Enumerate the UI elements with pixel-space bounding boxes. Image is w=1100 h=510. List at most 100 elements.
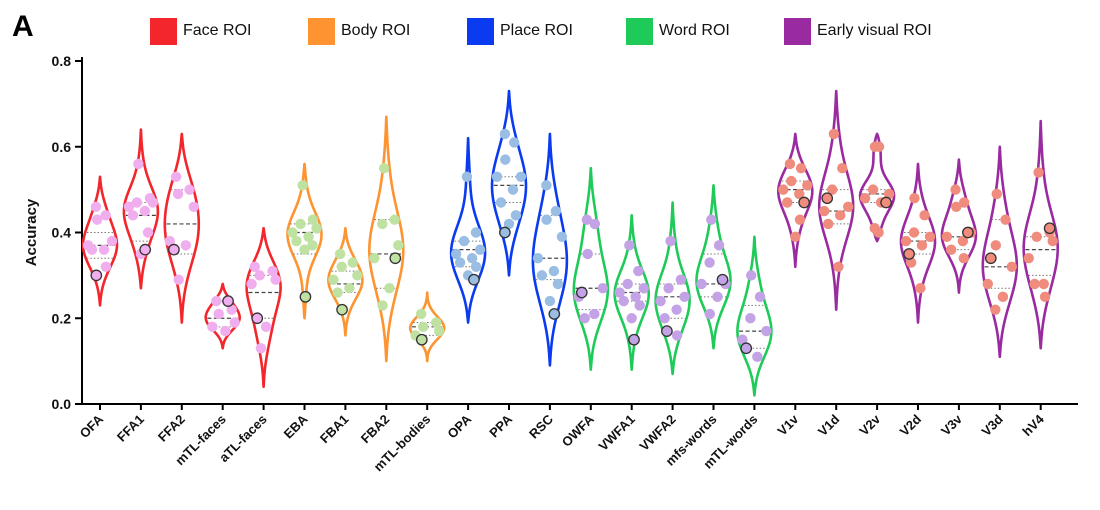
highlighted-point [468, 273, 480, 286]
data-point [990, 240, 1001, 251]
data-point [794, 214, 806, 225]
data-point [823, 218, 834, 230]
data-point [249, 261, 260, 272]
violin-outline [695, 184, 732, 350]
x-tick-label-ffa1: FFA1 [114, 412, 147, 445]
legend-swatch-word [626, 17, 653, 45]
data-point [461, 171, 473, 182]
highlighted-point [499, 226, 511, 239]
x-tick-label-opa: OPA [444, 411, 474, 441]
legend-label-place: Place ROI [500, 22, 573, 39]
data-point [997, 291, 1009, 303]
highlighted-point [548, 308, 561, 320]
y-axis-label: Accuracy [23, 198, 40, 266]
data-point [415, 308, 427, 320]
data-point [883, 188, 895, 200]
data-point [287, 227, 298, 238]
data-point [867, 184, 879, 195]
violin-outline [899, 162, 937, 324]
data-point [1006, 261, 1017, 272]
data-point [450, 248, 462, 260]
data-point [307, 240, 318, 251]
data-point [90, 201, 102, 212]
data-point [909, 193, 920, 204]
violin-vwfa2 [654, 201, 691, 376]
x-tick-label-owfa: OWFA [559, 411, 598, 450]
violin-v1v [777, 132, 814, 269]
violin-mtl-bodies [408, 291, 446, 363]
data-point [508, 137, 520, 148]
y-tick-label: 0.0 [52, 396, 72, 412]
data-point [665, 235, 676, 247]
data-point [184, 184, 195, 195]
data-point [704, 308, 716, 320]
data-point [352, 270, 363, 281]
highlighted-point [628, 333, 640, 346]
data-point [246, 278, 257, 290]
data-point [418, 321, 429, 333]
data-point [959, 197, 970, 208]
legend-swatch-body [308, 17, 335, 45]
violin-v1d [817, 89, 855, 311]
highlighted-point [1043, 222, 1056, 235]
legend-item-place: Place ROI [467, 16, 573, 46]
legend-item-early-visual: Early visual ROI [784, 16, 932, 46]
data-point [1031, 231, 1042, 242]
x-tick-label-rsc: RSC [526, 411, 556, 441]
violin-fba1 [327, 226, 364, 337]
violin-outline [572, 166, 610, 371]
data-point [229, 317, 240, 328]
data-point [581, 214, 593, 225]
data-point [622, 278, 633, 290]
data-point [180, 240, 191, 251]
data-point [778, 184, 789, 195]
data-point [541, 180, 552, 191]
violin-outline [654, 201, 691, 376]
data-point [515, 171, 527, 182]
violin-outline [858, 132, 896, 243]
legend-label-word: Word ROI [659, 22, 730, 39]
data-point [991, 188, 1002, 200]
data-point [100, 261, 112, 272]
data-point [226, 304, 237, 315]
data-point [100, 210, 111, 221]
data-point [919, 210, 930, 221]
violin-outline [163, 132, 201, 324]
data-point [474, 244, 486, 255]
violin-v2d [899, 162, 937, 324]
legend-item-face: Face ROI [150, 16, 251, 46]
data-point [663, 283, 674, 294]
highlighted-point [903, 248, 915, 260]
highlighted-point [740, 342, 753, 355]
data-point [536, 270, 548, 281]
legend-label-face: Face ROI [183, 22, 252, 39]
highlighted-point [821, 192, 834, 205]
highlighted-point [299, 290, 312, 303]
data-point [131, 197, 143, 208]
highlighted-point [575, 286, 588, 299]
legend-swatch-place [467, 17, 494, 45]
data-point [945, 244, 957, 255]
data-point [597, 283, 608, 294]
data-point [782, 197, 793, 208]
data-point [255, 343, 267, 354]
highlighted-point [798, 196, 810, 209]
y-tick-label: 0.8 [52, 53, 72, 69]
legend-label-body: Body ROI [341, 22, 411, 39]
data-point [207, 321, 218, 333]
data-point [270, 274, 281, 285]
data-point [127, 210, 139, 221]
legend-swatch-early-visual [784, 17, 811, 45]
highlighted-point [984, 252, 997, 265]
data-point [1047, 235, 1058, 247]
violin-outline [368, 115, 405, 363]
x-tick-label-hv4: hV4 [1019, 411, 1047, 439]
data-point [106, 235, 118, 247]
data-point [915, 283, 926, 294]
highlighted-point [139, 243, 152, 256]
highlighted-point [962, 226, 974, 239]
data-point [297, 180, 308, 191]
violin-vwfa1 [613, 214, 650, 371]
